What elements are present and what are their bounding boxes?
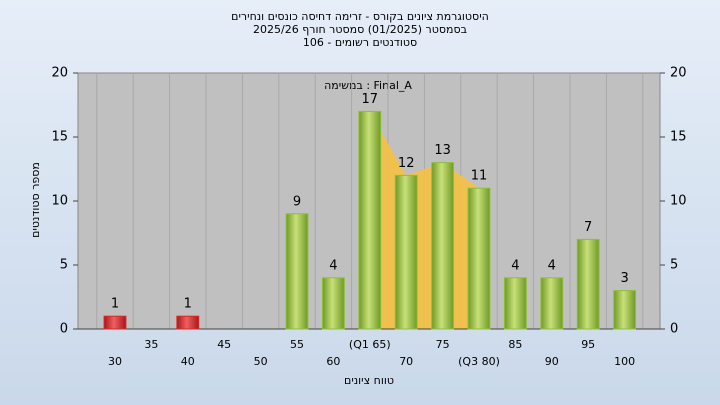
data-label: 4 <box>511 258 519 273</box>
bar <box>467 187 491 330</box>
data-label: 13 <box>434 143 451 158</box>
chart-subtitle: סטודנטים רשומים - 106 <box>303 36 417 49</box>
data-label: 4 <box>329 258 337 273</box>
bar <box>540 277 564 330</box>
y-tick-label: 0 <box>670 322 678 337</box>
bar <box>576 238 600 330</box>
bar <box>285 213 309 330</box>
x-tick-label: 55 <box>290 338 304 351</box>
x-tick-label: (Q3 80) <box>458 355 500 368</box>
data-label: 1 <box>184 297 192 312</box>
bar <box>503 277 527 330</box>
x-tick-label: 90 <box>545 355 559 368</box>
x-tick-label: 50 <box>254 355 268 368</box>
data-label: 1 <box>111 297 119 312</box>
x-tick-label: 85 <box>508 338 522 351</box>
x-tick-label: (Q1 65) <box>349 338 391 351</box>
bar <box>103 315 127 330</box>
y-axis-label: מספר סטודנטים <box>29 162 42 238</box>
y-tick-label: 15 <box>51 130 68 145</box>
x-tick-label: 45 <box>217 338 231 351</box>
bar <box>321 277 345 330</box>
bar <box>394 174 418 330</box>
data-label: 4 <box>548 258 556 273</box>
x-tick-label: 70 <box>399 355 413 368</box>
x-tick-label: 95 <box>581 338 595 351</box>
y-tick-label: 0 <box>60 322 68 337</box>
y-tick-label: 10 <box>51 194 68 209</box>
x-tick-label: 40 <box>181 355 195 368</box>
data-label: 17 <box>362 92 379 107</box>
x-tick-label: 75 <box>436 338 450 351</box>
data-label: 3 <box>620 271 628 286</box>
bar <box>431 162 455 330</box>
y-tick-label: 15 <box>670 130 687 145</box>
chart-title: היסטוגרמת ציונים בקורס - זרימה דחיסה כונ… <box>231 10 489 23</box>
y-tick-label: 5 <box>670 258 678 273</box>
y-tick-label: 10 <box>670 194 687 209</box>
bar <box>358 110 382 330</box>
y-tick-label: 20 <box>670 66 687 81</box>
x-tick-label: 30 <box>108 355 122 368</box>
data-label: 7 <box>584 220 592 235</box>
bar <box>613 290 637 330</box>
x-tick-label: 100 <box>614 355 635 368</box>
x-tick-label: 60 <box>326 355 340 368</box>
data-label: 12 <box>398 156 415 171</box>
annotation: במשימה : Final_A <box>324 79 412 92</box>
bar <box>176 315 200 330</box>
x-axis-label: טווח ציונים <box>344 374 394 387</box>
x-tick-label: 35 <box>144 338 158 351</box>
data-label: 9 <box>293 194 301 209</box>
y-tick-label: 20 <box>51 66 68 81</box>
data-label: 11 <box>471 169 488 184</box>
y-tick-label: 5 <box>60 258 68 273</box>
chart-subtitle: בסמסטר (01/2025) סמסטר חורף 2025/26 <box>253 23 467 36</box>
